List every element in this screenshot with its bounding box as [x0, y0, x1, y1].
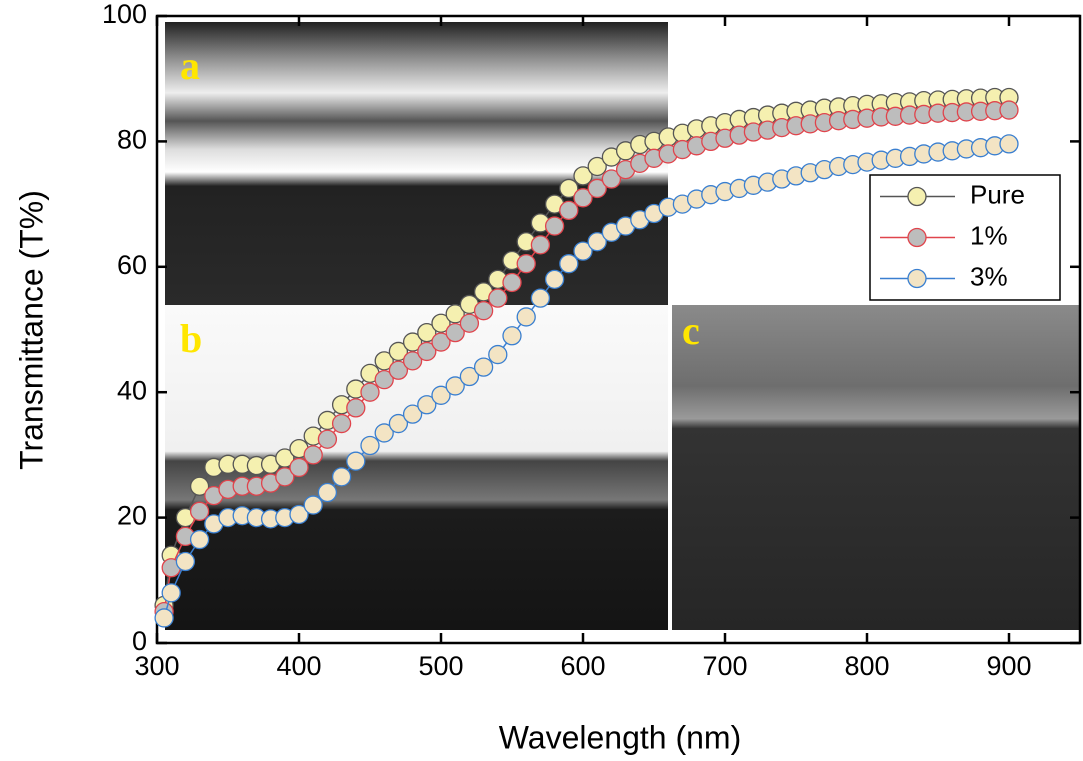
data-point: [516, 254, 536, 274]
data-point: [402, 332, 423, 352]
legend-marker: [907, 186, 927, 207]
data-point: [488, 288, 508, 308]
y-tick-label: 0: [132, 626, 147, 656]
data-point: [289, 457, 309, 478]
data-point: [346, 398, 366, 418]
x-tick-label: 900: [986, 651, 1031, 681]
x-tick-label: 600: [560, 651, 605, 681]
data-point: [402, 404, 423, 424]
inset-image: [672, 305, 1080, 630]
data-point: [189, 529, 210, 550]
plot-frame: [155, 14, 1082, 645]
panel-label: c: [682, 308, 700, 353]
panel-label: b: [180, 316, 202, 361]
panel-label: a: [180, 43, 200, 88]
x-tick-label: 400: [276, 651, 321, 681]
legend-label: 1%: [970, 220, 1008, 250]
legend-label: 3%: [970, 261, 1008, 291]
y-axis-title: Transmittance (T%): [13, 190, 49, 470]
data-point: [488, 344, 508, 365]
data-point: [573, 241, 593, 261]
x-tick-label: 300: [134, 651, 179, 681]
data-point: [175, 551, 196, 572]
y-tick-label: 100: [102, 0, 147, 29]
data-point: [431, 385, 451, 405]
legend-marker: [907, 227, 927, 248]
data-point: [544, 216, 565, 236]
legend-marker: [907, 268, 927, 289]
x-tick-label: 800: [844, 651, 889, 681]
data-point: [360, 382, 380, 402]
x-tick-label: 500: [418, 651, 463, 681]
data-point: [445, 376, 465, 396]
data-point: [289, 504, 309, 525]
legend-label: Pure: [970, 179, 1025, 209]
data-point: [189, 476, 210, 496]
data-point: [374, 351, 394, 371]
data-point: [516, 307, 536, 327]
data-point: [331, 413, 352, 434]
data-point: [999, 100, 1019, 120]
data-point: [587, 232, 607, 252]
data-point: [544, 269, 565, 289]
data-point: [502, 272, 522, 293]
series: [154, 134, 1019, 628]
data-point: [388, 341, 409, 362]
data-point: [587, 156, 607, 177]
y-tick-label: 40: [117, 375, 147, 405]
data-point: [502, 326, 522, 346]
data-point: [388, 413, 409, 434]
data-point: [388, 360, 409, 380]
data-point: [459, 366, 480, 387]
data-point: [559, 200, 579, 221]
data-point: [417, 395, 437, 415]
data-point: [559, 254, 579, 274]
data-point: [189, 501, 210, 521]
data-point: [402, 351, 423, 371]
data-point: [374, 423, 394, 443]
data-point: [417, 322, 437, 343]
data-point: [445, 304, 465, 324]
data-point: [530, 288, 551, 308]
y-tick-label: 80: [117, 125, 147, 155]
data-point: [573, 188, 593, 208]
data-point: [303, 495, 323, 515]
data-point: [459, 313, 480, 333]
data-point: [601, 169, 622, 189]
data-point: [317, 482, 338, 503]
data-point: [587, 178, 607, 199]
data-point: [431, 313, 451, 333]
y-tick-label: 60: [117, 250, 147, 280]
data-point: [473, 301, 494, 321]
data-point: [275, 448, 295, 468]
data-point: [473, 357, 494, 377]
x-axis-title: Wavelength (nm): [499, 719, 741, 755]
data-point: [317, 429, 338, 449]
data-point: [573, 166, 593, 186]
data-point: [417, 341, 437, 362]
series: [154, 100, 1019, 622]
data-point: [161, 583, 181, 603]
data-point: [154, 608, 174, 628]
data-point: [331, 467, 352, 487]
data-point: [999, 134, 1019, 154]
data-point: [360, 435, 380, 456]
data-point: [346, 451, 366, 471]
x-tick-label: 700: [702, 651, 747, 681]
data-point: [431, 332, 451, 352]
y-tick-label: 20: [117, 501, 147, 531]
data-point: [275, 467, 295, 487]
data-point: [374, 370, 394, 390]
data-point: [530, 235, 551, 255]
data-point: [559, 178, 579, 199]
data-point: [303, 445, 323, 465]
data-point: [445, 322, 465, 343]
